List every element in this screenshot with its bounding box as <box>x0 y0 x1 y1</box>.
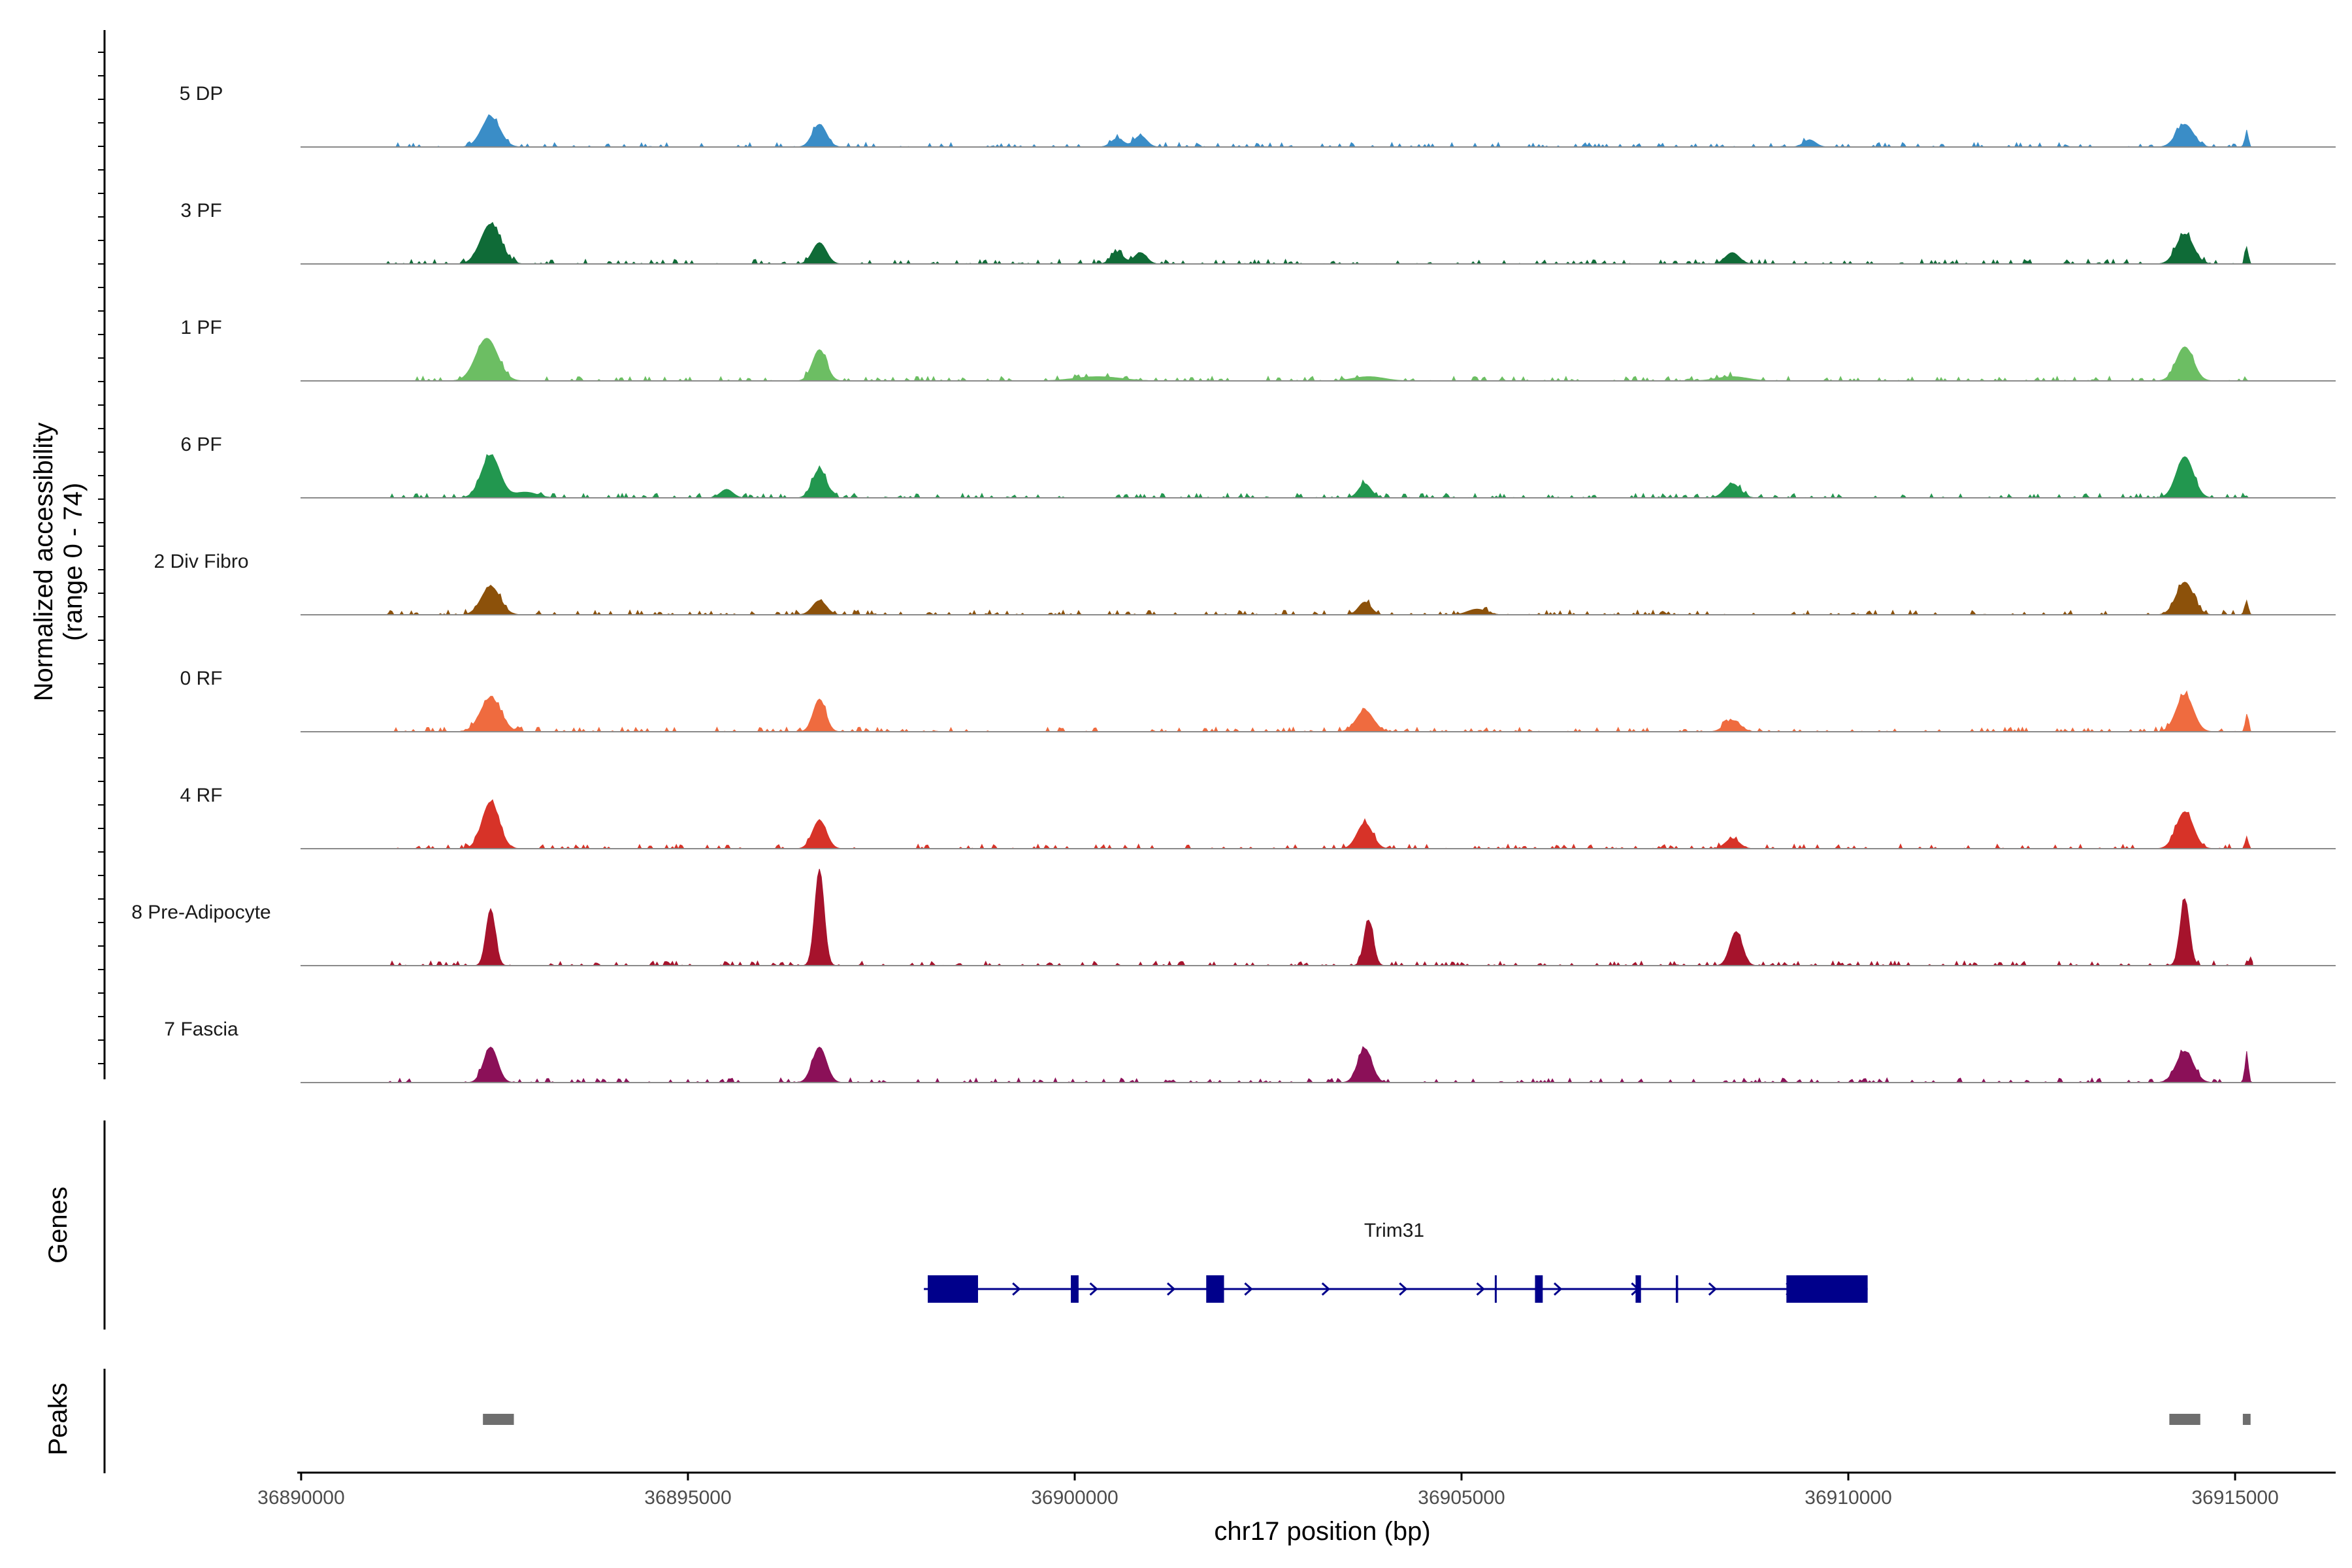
gene-exon <box>1675 1275 1678 1303</box>
gene-exon <box>1071 1275 1079 1303</box>
track-5-dp: 5 DP <box>180 83 2336 148</box>
track-3-pf: 3 PF <box>180 200 2336 265</box>
strand-arrow-icon <box>1089 1282 1098 1296</box>
peak-region <box>2242 1414 2251 1425</box>
peak-region <box>2169 1414 2200 1425</box>
gene-exon <box>1786 1275 1868 1303</box>
gene-exon <box>1635 1275 1641 1303</box>
coverage-area-4-rf <box>386 799 2253 850</box>
track-1-pf: 1 PF <box>180 317 2336 382</box>
x-tick-label: 36900000 <box>1031 1487 1118 1509</box>
strand-arrow-icon <box>1012 1282 1021 1296</box>
track-label-5-dp: 5 DP <box>180 83 223 105</box>
strand-arrow-icon <box>1399 1282 1408 1296</box>
track-label-4-rf: 4 RF <box>180 785 222 806</box>
x-tick-label: 36890000 <box>257 1487 344 1509</box>
strand-arrow-icon <box>1166 1282 1176 1296</box>
coverage-tracks: 5 DP 3 PF 1 PF 6 PF 2 Div Fibro 0 RF 4 RF 8 Pre… <box>131 83 2336 1084</box>
strand-arrow-icon <box>1321 1282 1331 1296</box>
strand-arrow-icon <box>1244 1282 1253 1296</box>
track-label-2-div-fibro: 2 Div Fibro <box>154 551 248 572</box>
track-label-8-pre-adipocyte: 8 Pre-Adipocyte <box>131 902 270 923</box>
strand-arrow-icon <box>1708 1282 1718 1296</box>
coverage-area-2-div-fibro <box>385 581 2254 616</box>
coverage-area-3-pf <box>385 221 2253 265</box>
x-tick-label: 36895000 <box>644 1487 731 1509</box>
track-7-fascia: 7 Fascia <box>164 1019 2336 1084</box>
y-axis-label-line1: Normalized accessibility <box>29 423 58 702</box>
axes-layer: 36890000 36895000 36900000 36905000 36910000… <box>98 30 2336 1509</box>
strand-arrow-icon <box>1554 1282 1563 1296</box>
coverage-area-7-fascia <box>386 1046 2253 1084</box>
track-label-1-pf: 1 PF <box>180 317 221 338</box>
coverage-area-8-pre-adipocyte <box>386 868 2253 967</box>
y-axis-label-line2: (range 0 - 74) <box>59 483 88 641</box>
x-tick-label: 36905000 <box>1418 1487 1505 1509</box>
coverage-area-6-pf <box>386 453 2253 499</box>
track-6-pf: 6 PF <box>180 434 2336 499</box>
x-tick-label: 36915000 <box>2191 1487 2278 1509</box>
track-label-7-fascia: 7 Fascia <box>164 1019 238 1040</box>
track-2-div-fibro: 2 Div Fibro <box>154 551 2336 616</box>
track-0-rf: 0 RF <box>180 668 2336 733</box>
track-label-0-rf: 0 RF <box>180 668 222 689</box>
strand-arrow-icon <box>1476 1282 1485 1296</box>
track-4-rf: 4 RF <box>180 785 2336 850</box>
track-8-pre-adipocyte: 8 Pre-Adipocyte <box>131 868 2336 967</box>
gene-annotation-track: Trim31 <box>924 1220 1868 1303</box>
peaks-axis-label: Peaks <box>44 1382 73 1455</box>
track-label-6-pf: 6 PF <box>180 434 221 455</box>
peaks-track <box>483 1414 2251 1425</box>
coverage-area-5-dp <box>386 114 2253 148</box>
x-axis-label: chr17 position (bp) <box>1214 1517 1430 1546</box>
gene-label-trim31: Trim31 <box>1364 1220 1424 1241</box>
coverage-area-0-rf <box>386 690 2253 733</box>
coverage-area-1-pf <box>385 338 2253 382</box>
gene-exon <box>1535 1275 1543 1303</box>
track-label-3-pf: 3 PF <box>180 200 221 221</box>
gene-exon <box>928 1275 978 1303</box>
peak-region <box>483 1414 514 1425</box>
genes-axis-label: Genes <box>44 1186 73 1264</box>
gene-exon <box>1494 1275 1497 1303</box>
x-tick-label: 36910000 <box>1805 1487 1891 1509</box>
gene-exon <box>1206 1275 1224 1303</box>
